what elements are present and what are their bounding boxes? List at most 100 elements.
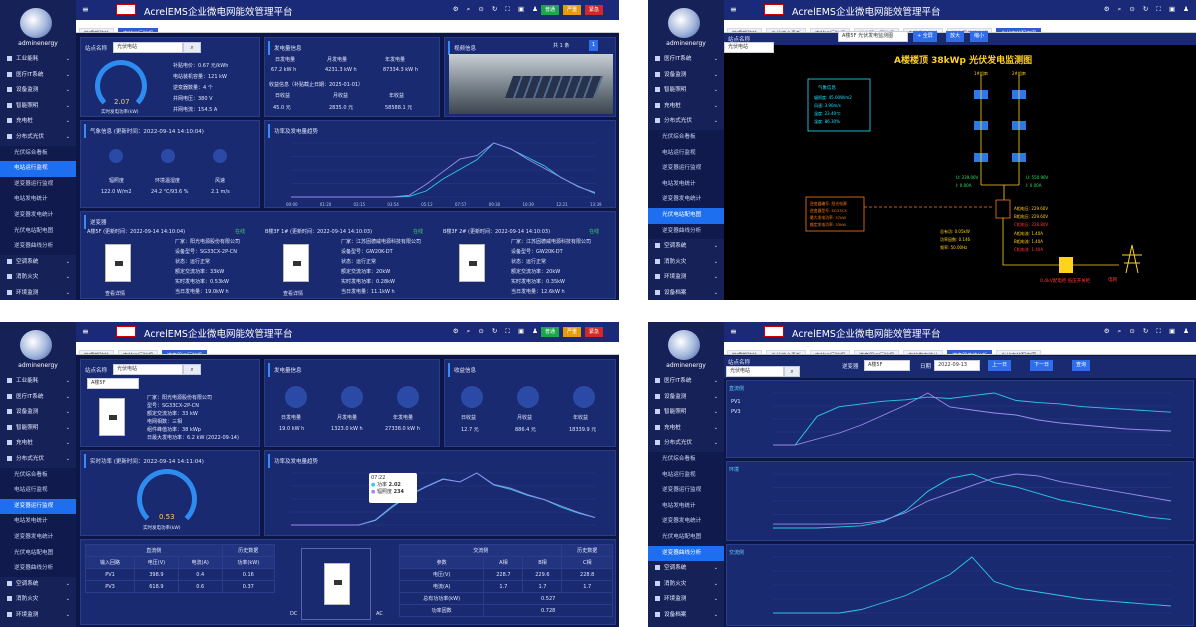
- sidebar-item[interactable]: 光伏综合看板: [0, 467, 76, 484]
- sidebar-item[interactable]: 电站发电统计: [648, 498, 724, 515]
- tab[interactable]: 电站发电统计: [903, 350, 944, 354]
- sidebar-item[interactable]: 智能照明 ⌄: [0, 421, 76, 437]
- sidebar-item[interactable]: 电站运行监视: [0, 161, 76, 177]
- inverter-card[interactable]: B楼3F 2# (更新时间：2022-09-14 14:10:03) 在线 厂家…: [441, 226, 613, 298]
- tab[interactable]: 逆变器曲线分析: [947, 28, 993, 32]
- toolbar-icons[interactable]: ⚙ ⌕ ⊙ ↻ ⛶ ▣ ♟: [1103, 327, 1192, 335]
- pv3-tab[interactable]: PV3: [731, 409, 741, 415]
- fullscreen-button[interactable]: + 全屏: [913, 31, 937, 42]
- sidebar-item[interactable]: 设备监测 ⌄: [0, 405, 76, 421]
- sidebar-item[interactable]: 智能照明 ⌄: [648, 405, 724, 421]
- dc-history-link[interactable]: 历史数据: [221, 544, 276, 557]
- sidebar-item[interactable]: 逆变器运行监视: [648, 161, 724, 177]
- sidebar-item[interactable]: 充电桩 ⌄: [648, 421, 724, 437]
- sidebar-item[interactable]: 分布式光伏 ⌄: [0, 452, 76, 468]
- prev-day-button[interactable]: 上一日: [988, 360, 1012, 371]
- tab[interactable]: 光伏综合看板: [766, 350, 807, 354]
- sidebar-item[interactable]: 设备监测 ⌄: [648, 390, 724, 406]
- sidebar-item[interactable]: 工业能耗 ⌄: [0, 52, 76, 68]
- sidebar-item[interactable]: 电站运行监视: [0, 483, 76, 499]
- menu-toggle-icon[interactable]: ≡: [82, 5, 89, 14]
- sidebar-item[interactable]: 空调系统 ⌄: [0, 577, 76, 593]
- sidebar-item[interactable]: 电站发电统计: [648, 176, 724, 193]
- video-page-button[interactable]: 1: [589, 40, 599, 51]
- search-icon[interactable]: ⌕: [784, 366, 800, 377]
- camera-image[interactable]: [449, 54, 613, 114]
- tab[interactable]: 逆变器曲线分析: [947, 350, 993, 354]
- tab[interactable]: 逆变器运行监视: [854, 350, 900, 354]
- sidebar-item[interactable]: 消防火灾 ⌄: [648, 255, 724, 271]
- date-input[interactable]: 2022-09-13: [934, 360, 980, 371]
- badge-normal[interactable]: 普通: [541, 327, 559, 337]
- sidebar-item[interactable]: 分布式光伏 ⌄: [648, 114, 724, 130]
- zoom-in-button[interactable]: 放大: [946, 31, 965, 42]
- badge-urgent[interactable]: 紧急: [585, 5, 603, 15]
- sidebar-item[interactable]: 医疗IT系统 ⌄: [0, 68, 76, 84]
- sidebar-item[interactable]: 消防火灾 ⌄: [648, 577, 724, 593]
- sidebar-item[interactable]: 设备监测 ⌄: [648, 68, 724, 84]
- sidebar-item[interactable]: 光伏电站配电图: [0, 545, 76, 562]
- badge-serious[interactable]: 严重: [563, 327, 581, 337]
- sidebar-item[interactable]: 电站发电统计: [0, 192, 76, 208]
- pv1-tab[interactable]: PV1: [731, 399, 741, 405]
- next-day-button[interactable]: 下一日: [1030, 360, 1054, 371]
- sidebar-item[interactable]: 消防火灾 ⌄: [0, 592, 76, 608]
- sidebar-item[interactable]: 光伏电站配电图: [0, 223, 76, 240]
- sidebar-item[interactable]: 逆变器发电统计: [648, 192, 724, 208]
- badge-serious[interactable]: 严重: [563, 5, 581, 15]
- tab[interactable]: 电站运行监视: [118, 350, 159, 354]
- tab[interactable]: 管理驾驶舱: [727, 350, 763, 354]
- sidebar-item[interactable]: 充电桩 ⌄: [0, 114, 76, 130]
- tab[interactable]: 电站运行监视: [118, 28, 159, 32]
- sidebar-item[interactable]: 逆变器运行监视: [648, 483, 724, 499]
- sidebar-item[interactable]: 设备档案⌄: [648, 608, 724, 624]
- inverter-select[interactable]: A楼5F: [864, 360, 910, 371]
- tab[interactable]: 管理驾驶舱: [79, 350, 115, 354]
- sidebar-item[interactable]: 光伏电站配电图: [648, 207, 724, 224]
- sidebar-item[interactable]: 逆变器曲线分析: [0, 561, 76, 577]
- tab[interactable]: 电站运行监视: [810, 28, 851, 32]
- station-input[interactable]: 光伏电站: [113, 42, 183, 53]
- sidebar-item[interactable]: 逆变器发电统计: [648, 514, 724, 530]
- sidebar-item[interactable]: 智能照明 ⌄: [648, 83, 724, 99]
- inverter-card[interactable]: B楼3F 1# (更新时间：2022-09-14 14:10:03) 在线 厂家…: [263, 226, 439, 298]
- station-input[interactable]: 光伏电站: [726, 366, 784, 377]
- sidebar-item[interactable]: 逆变器曲线分析: [648, 545, 724, 562]
- sidebar-item[interactable]: 设备档案⌄: [648, 286, 724, 300]
- toolbar-icons[interactable]: ⚙ ⌕ ⊙ ↻ ⛶ ▣ ♟: [452, 5, 541, 13]
- sidebar-item[interactable]: 光伏综合看板: [0, 145, 76, 162]
- sidebar-item[interactable]: 电站运行监视: [648, 467, 724, 484]
- menu-toggle-icon[interactable]: ≡: [730, 327, 737, 336]
- toolbar-icons[interactable]: ⚙ ⌕ ⊙ ↻ ⛶ ▣ ♟: [1103, 5, 1192, 13]
- sidebar-item[interactable]: 设备档案⌄: [0, 624, 76, 627]
- sidebar-item[interactable]: 医疗IT系统 ⌄: [648, 52, 724, 68]
- diagram-select[interactable]: A楼5F 光伏发电监测图: [838, 31, 908, 42]
- sidebar-item[interactable]: 光伏综合看板: [648, 451, 724, 468]
- inverter-detail-button[interactable]: 查看详情: [283, 291, 304, 297]
- station-input[interactable]: 光伏电站: [724, 42, 774, 53]
- sidebar-item[interactable]: 光伏综合看板: [648, 129, 724, 146]
- sidebar-item[interactable]: 逆变器曲线分析: [648, 223, 724, 240]
- sidebar-item[interactable]: 智能照明 ⌄: [0, 99, 76, 115]
- tab[interactable]: 光伏电站配电图: [996, 350, 1042, 354]
- sidebar-item[interactable]: 空调系统 ⌄: [648, 561, 724, 577]
- station-input[interactable]: 光伏电站: [113, 364, 183, 375]
- menu-toggle-icon[interactable]: ≡: [730, 5, 737, 14]
- sidebar-item[interactable]: 逆变器运行监视: [0, 176, 76, 193]
- sidebar-item[interactable]: 充电桩 ⌄: [0, 436, 76, 452]
- tab[interactable]: 管理驾驶舱: [79, 28, 115, 32]
- ac-history-link[interactable]: 历史数据: [561, 544, 613, 557]
- query-button[interactable]: 查询: [1072, 360, 1091, 371]
- sidebar-item[interactable]: 逆变器曲线分析: [0, 239, 76, 255]
- sidebar-item[interactable]: 消防火灾 ⌄: [0, 270, 76, 286]
- inverter-select[interactable]: A楼5F: [87, 378, 139, 389]
- inverter-detail-button[interactable]: 查看详情: [105, 291, 126, 297]
- sidebar-item[interactable]: 逆变器发电统计: [0, 207, 76, 224]
- sidebar-item[interactable]: 逆变器发电统计: [0, 529, 76, 546]
- tab[interactable]: 管理驾驶舱: [727, 28, 763, 32]
- badge-urgent[interactable]: 紧急: [585, 327, 603, 337]
- sidebar-item[interactable]: 电站运行监视: [648, 145, 724, 162]
- sidebar-item[interactable]: 分布式光伏 ⌄: [648, 436, 724, 452]
- sidebar-item[interactable]: 设备监测 ⌄: [0, 83, 76, 99]
- sidebar-item[interactable]: 电站发电统计: [0, 514, 76, 530]
